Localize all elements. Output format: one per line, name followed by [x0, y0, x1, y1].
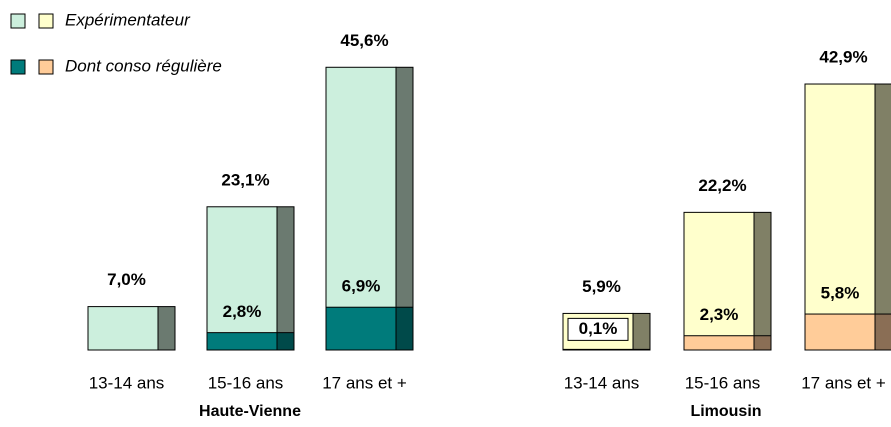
bar: [804, 313, 876, 351]
bar-side: [632, 312, 651, 351]
x-tick-label: 17 ans et +: [322, 373, 407, 392]
bar-side: [874, 83, 891, 351]
value-label: 5,8%: [821, 284, 860, 303]
x-tick-label: 15-16 ans: [685, 373, 761, 392]
bar-side: [157, 306, 176, 351]
bar: [683, 335, 755, 351]
bar-side: [753, 211, 772, 351]
bar: [87, 306, 159, 351]
label-box: [567, 317, 629, 341]
legend-swatch: [38, 59, 54, 75]
x-axis-label: Limousin: [690, 403, 761, 420]
value-label: 2,8%: [223, 302, 262, 321]
bar-side: [632, 348, 651, 351]
value-label: 2,3%: [700, 305, 739, 324]
x-tick-label: 17 ans et +: [801, 373, 886, 392]
bar: [206, 206, 278, 351]
value-label: 6,9%: [342, 277, 381, 296]
x-axis-label: Haute-Vienne: [199, 403, 301, 420]
bar: [804, 83, 876, 351]
bar-side: [874, 313, 891, 351]
value-label: 45,6%: [340, 31, 388, 50]
value-label: 0,1%: [579, 319, 618, 338]
legend-label: Expérimentateur: [65, 10, 191, 29]
bar-side: [753, 335, 772, 351]
legend-label: Dont conso régulière: [65, 56, 222, 75]
legend-swatch: [10, 13, 26, 29]
value-label: 23,1%: [221, 170, 269, 189]
bar: [325, 306, 397, 351]
bar: [206, 332, 278, 351]
x-tick-label: 15-16 ans: [208, 373, 284, 392]
bar-side: [276, 206, 295, 351]
bar: [562, 348, 634, 351]
value-label: 42,9%: [819, 48, 867, 67]
legend-swatch: [10, 59, 26, 75]
value-label: 22,2%: [698, 176, 746, 195]
legend-swatch: [38, 13, 54, 29]
x-tick-label: 13-14 ans: [89, 373, 165, 392]
x-tick-label: 13-14 ans: [564, 373, 640, 392]
bar-side: [276, 332, 295, 351]
value-label: 7,0%: [107, 270, 146, 289]
bar: [325, 66, 397, 351]
value-label: 5,9%: [582, 277, 621, 296]
bar-side: [395, 306, 414, 351]
bar: [683, 211, 755, 351]
